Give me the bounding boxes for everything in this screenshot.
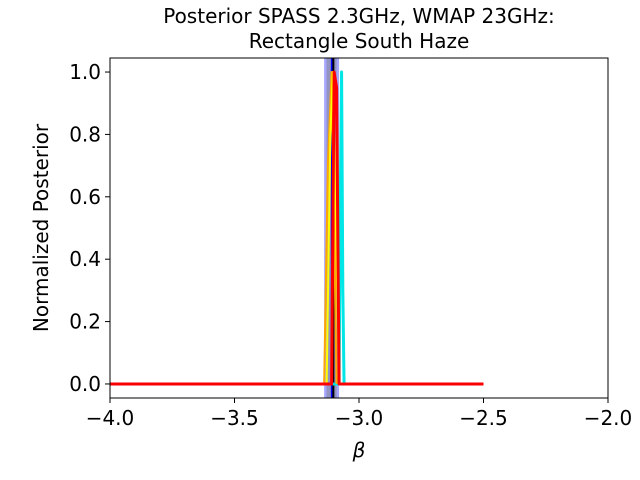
series-line-3 — [110, 70, 484, 386]
y-tick-label: 0.6 — [69, 185, 101, 209]
y-axis: 0.0 0.2 0.4 0.6 0.8 1.0 — [69, 60, 110, 396]
chart-title-line1: Posterior SPASS 2.3GHz, WMAP 23GHz: — [163, 4, 555, 28]
series-line-1 — [110, 71, 338, 385]
x-tick-label: −2.0 — [584, 406, 633, 430]
chart-title-line2: Rectangle South Haze — [249, 29, 470, 53]
y-axis-label: Normalized Posterior — [29, 123, 53, 332]
y-tick-label: 1.0 — [69, 60, 101, 84]
x-axis: −4.0 −3.5 −3.0 −2.5 −2.0 — [86, 398, 633, 430]
plot-frame — [109, 57, 609, 399]
chart-marks — [110, 58, 484, 398]
series-line-2 — [110, 71, 341, 385]
x-axis-label: β — [352, 438, 366, 462]
y-tick-label: 0.2 — [69, 310, 101, 334]
y-tick-label: 0.8 — [69, 122, 101, 146]
series-line-0 — [110, 70, 346, 386]
x-tick-label: −3.5 — [210, 406, 259, 430]
x-tick-label: −4.0 — [86, 406, 135, 430]
y-tick-label: 0.0 — [69, 372, 101, 396]
x-tick-label: −2.5 — [459, 406, 508, 430]
x-tick-label: −3.0 — [335, 406, 384, 430]
y-tick-label: 0.4 — [69, 247, 101, 271]
